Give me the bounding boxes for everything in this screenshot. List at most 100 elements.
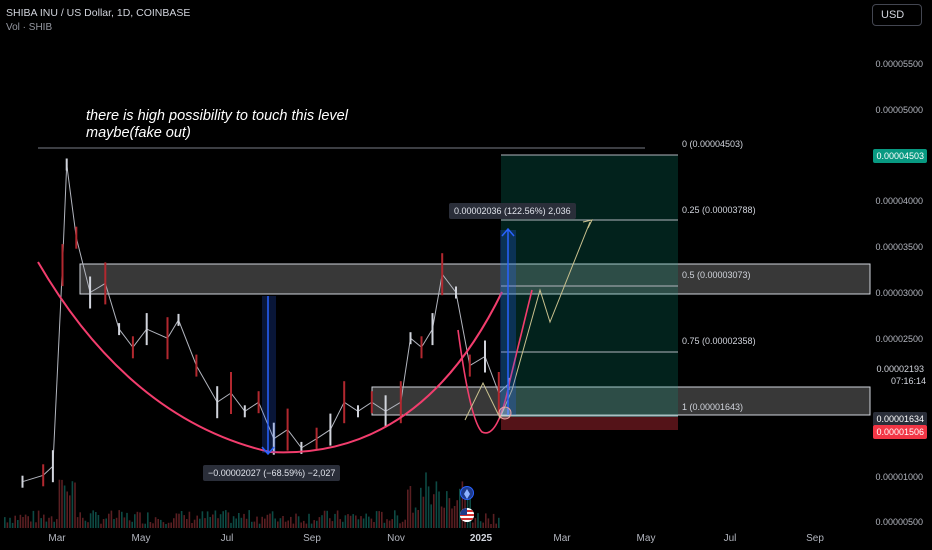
volume-bar bbox=[357, 519, 360, 528]
volume-bar bbox=[178, 513, 180, 528]
currency-button[interactable]: USD bbox=[872, 4, 922, 26]
fib-level-label: 0.75 (0.00002358) bbox=[682, 336, 756, 346]
x-tick: Jul bbox=[723, 533, 737, 544]
y-tick: 0.00003000 bbox=[875, 288, 923, 298]
volume-bar bbox=[485, 513, 487, 528]
us-flag-event-icon[interactable] bbox=[460, 508, 474, 522]
volume-bar bbox=[147, 512, 149, 528]
volume-bar bbox=[165, 524, 167, 528]
volume-bar bbox=[217, 518, 219, 528]
x-tick: Jul bbox=[220, 533, 234, 544]
volume-bar bbox=[154, 517, 157, 528]
volume-bar bbox=[401, 521, 404, 528]
volume-bar bbox=[329, 518, 331, 528]
volume-bar bbox=[222, 511, 224, 528]
volume-bar bbox=[230, 522, 232, 528]
x-tick: Mar bbox=[48, 533, 66, 544]
volume-bar bbox=[269, 513, 271, 528]
volume-bar bbox=[232, 516, 235, 528]
volume-bar bbox=[440, 506, 443, 528]
volume-bar bbox=[479, 521, 482, 528]
y-tick: 0.00003500 bbox=[875, 242, 923, 252]
volume-indicator-label[interactable]: Vol · SHIB bbox=[6, 22, 53, 33]
volume-bar bbox=[139, 512, 141, 528]
volume-bar bbox=[141, 523, 144, 528]
volume-bar bbox=[297, 516, 300, 528]
volume-bar bbox=[128, 520, 131, 528]
volume-bar bbox=[71, 481, 74, 528]
fib-base-price-tag: 0.00001634 bbox=[873, 412, 927, 426]
volume-bar bbox=[100, 523, 102, 528]
volume-bar bbox=[110, 510, 113, 528]
volume-bar bbox=[173, 518, 175, 528]
volume-bar bbox=[344, 515, 347, 528]
volume-bar bbox=[186, 519, 188, 528]
volume-bar bbox=[425, 472, 427, 528]
volume-bar bbox=[368, 516, 370, 528]
volume-bar bbox=[115, 517, 118, 528]
volume-bar bbox=[152, 523, 154, 528]
volume-bar bbox=[347, 514, 349, 528]
volume-bar bbox=[295, 513, 297, 528]
volume-bar bbox=[453, 506, 456, 528]
volume-bar bbox=[420, 487, 422, 528]
volume-bar bbox=[40, 518, 42, 528]
volume-bar bbox=[227, 512, 230, 528]
volume-bar bbox=[417, 510, 419, 528]
volume-bar bbox=[321, 515, 323, 528]
resistance-zone bbox=[79, 263, 871, 295]
annotation-line-1: there is high possibility to touch this … bbox=[86, 108, 348, 124]
volume-bar bbox=[193, 519, 196, 528]
measure-down-zone bbox=[262, 296, 276, 453]
volume-bar bbox=[404, 519, 406, 528]
volume-bar bbox=[498, 517, 500, 528]
volume-bar bbox=[50, 516, 53, 528]
x-tick: May bbox=[131, 533, 151, 544]
volume-bar bbox=[4, 517, 6, 528]
volume-bar bbox=[407, 489, 409, 528]
volume-bar bbox=[391, 519, 393, 528]
stop-price-tag: 0.00001506 bbox=[873, 425, 927, 439]
volume-bar bbox=[409, 486, 412, 528]
volume-bar bbox=[144, 523, 146, 528]
volume-bar bbox=[225, 510, 227, 528]
volume-bar bbox=[56, 519, 58, 528]
volume-bar bbox=[43, 514, 45, 528]
support-zone bbox=[371, 386, 871, 416]
measure-up-arrowhead bbox=[501, 227, 515, 237]
diamond-icon bbox=[464, 489, 470, 499]
volume-bar bbox=[84, 520, 87, 528]
volume-bar bbox=[63, 485, 66, 528]
volume-bar bbox=[490, 524, 492, 528]
volume-bar bbox=[212, 514, 214, 528]
volume-bar bbox=[17, 520, 19, 528]
volume-bar bbox=[131, 521, 133, 528]
volume-bar bbox=[378, 511, 380, 528]
volume-bar bbox=[180, 511, 183, 528]
volume-bar bbox=[105, 518, 107, 528]
volume-bar bbox=[69, 495, 71, 528]
volume-bar bbox=[342, 521, 344, 528]
y-tick: 0.00005500 bbox=[875, 59, 923, 69]
volume-bar bbox=[487, 518, 490, 528]
volume-bar bbox=[214, 510, 217, 528]
fib-level-label: 0 (0.00004503) bbox=[682, 139, 744, 149]
volume-bar bbox=[365, 513, 367, 528]
annotation-line-2: maybe(fake out) bbox=[86, 125, 191, 141]
volume-bar bbox=[277, 521, 279, 528]
volume-bar bbox=[175, 513, 178, 528]
volume-bar bbox=[300, 522, 302, 528]
volume-bar bbox=[27, 516, 29, 528]
volume-bar bbox=[245, 518, 248, 528]
volume-bar bbox=[204, 518, 206, 528]
volume-bar bbox=[305, 523, 308, 528]
volume-bar bbox=[292, 523, 295, 528]
volume-bar bbox=[472, 522, 474, 528]
projected-path-arrowhead bbox=[582, 219, 593, 229]
trendline-annotation[interactable]: there is high possibility to touch this … bbox=[86, 108, 348, 142]
volume-bar bbox=[97, 515, 100, 528]
crypto-event-icon[interactable] bbox=[460, 486, 474, 500]
fib-level-label: 0.5 (0.00003073) bbox=[682, 270, 751, 280]
volume-bar bbox=[482, 522, 484, 528]
